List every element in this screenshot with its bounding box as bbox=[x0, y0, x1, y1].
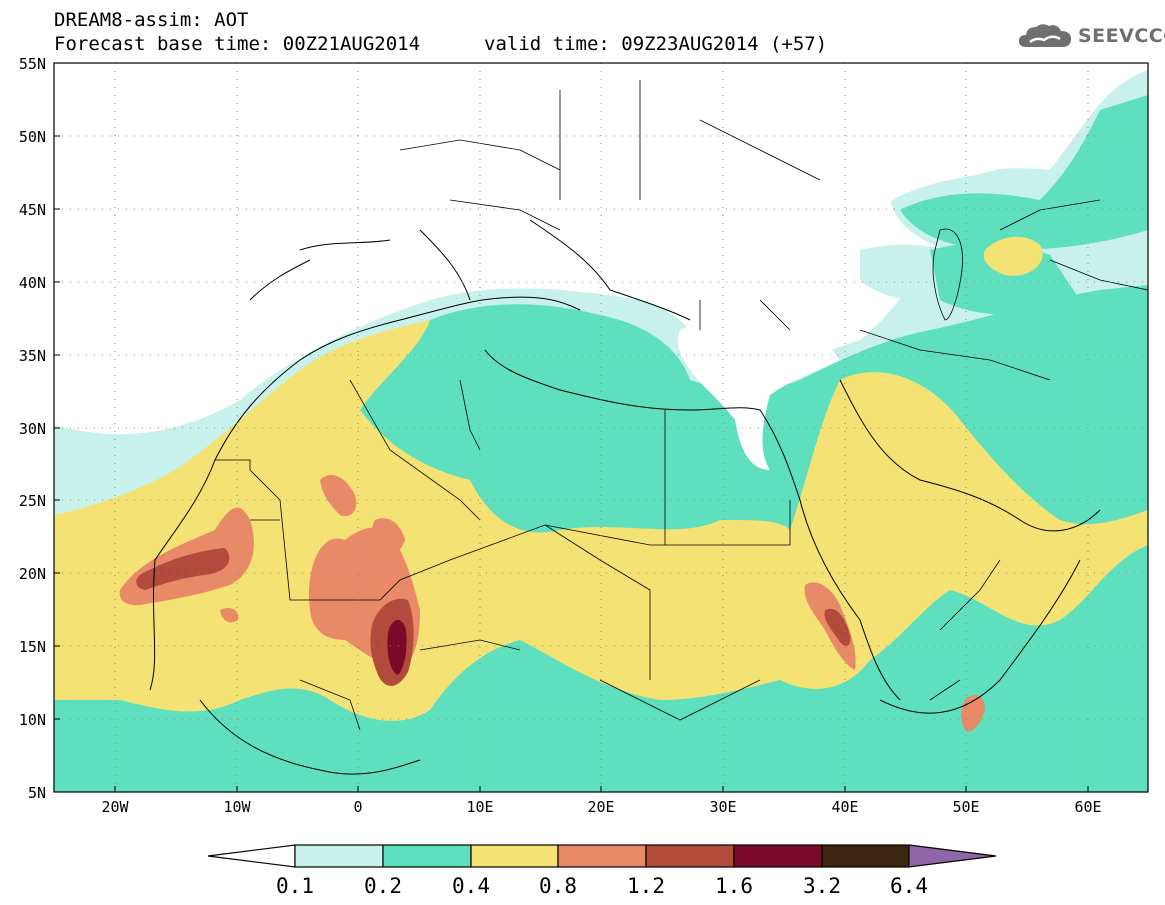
coastlines bbox=[149, 219, 1101, 775]
colorbar-segment bbox=[733, 844, 823, 868]
lon-label: 60E bbox=[1074, 798, 1101, 816]
lat-label: 55N bbox=[19, 55, 46, 73]
colorbar-label: 0.2 bbox=[364, 874, 402, 898]
colorbar-segment bbox=[470, 844, 559, 868]
colorbar-label: 0.4 bbox=[452, 874, 490, 898]
colorbar-under-triangle bbox=[207, 844, 296, 868]
cloud-icon bbox=[1019, 24, 1071, 47]
lat-label: 10N bbox=[19, 711, 46, 729]
valid-time: valid time: 09Z23AUG2014 (+57) bbox=[484, 33, 828, 55]
logo-text: SEEVCCC bbox=[1078, 25, 1165, 47]
lon-label: 50E bbox=[952, 798, 979, 816]
colorbar-segment bbox=[382, 844, 472, 868]
lat-label: 20N bbox=[19, 565, 46, 583]
colorbar-label: 0.1 bbox=[276, 874, 314, 898]
colorbar-segment bbox=[557, 844, 647, 868]
axis-ticks bbox=[54, 62, 1089, 793]
map-title: DREAM8-assim: AOT bbox=[54, 9, 249, 31]
colorbar-label: 1.2 bbox=[627, 874, 665, 898]
base-time: Forecast base time: 00Z21AUG2014 bbox=[54, 33, 421, 55]
lon-label: 30E bbox=[709, 798, 736, 816]
lon-label: 0 bbox=[353, 798, 362, 816]
lat-label: 30N bbox=[19, 420, 46, 438]
seevccc-logo: SEEVCCC bbox=[1018, 20, 1165, 52]
aot-field bbox=[54, 63, 1148, 792]
lat-label: 35N bbox=[19, 347, 46, 365]
lon-label: 40E bbox=[831, 798, 858, 816]
colorbar-label: 6.4 bbox=[890, 874, 928, 898]
lat-label: 45N bbox=[19, 201, 46, 219]
lat-label: 5N bbox=[28, 784, 46, 802]
colorbar: 0.1 0.2 0.4 0.8 1.2 1.6 3.2 6.4 bbox=[207, 844, 997, 898]
colorbar-label: 1.6 bbox=[715, 874, 753, 898]
lat-label: 50N bbox=[19, 128, 46, 146]
lon-label: 20E bbox=[587, 798, 614, 816]
colorbar-label: 0.8 bbox=[539, 874, 577, 898]
lon-label: 10W bbox=[223, 798, 251, 816]
colorbar-segment bbox=[821, 844, 910, 868]
colorbar-label: 3.2 bbox=[803, 874, 841, 898]
forecast-times: Forecast base time: 00Z21AUG2014 valid ti… bbox=[54, 33, 827, 55]
colorbar-over-triangle bbox=[908, 844, 997, 868]
lon-label: 20W bbox=[101, 798, 129, 816]
aot-below-threshold bbox=[54, 63, 1148, 470]
lon-label: 10E bbox=[466, 798, 493, 816]
lat-label: 15N bbox=[19, 638, 46, 656]
colorbar-segment bbox=[294, 844, 384, 868]
caspian-sea bbox=[932, 228, 963, 321]
aot-band-1.6 bbox=[387, 620, 407, 675]
latitude-labels: 55N 50N 45N 40N 35N 30N 25N 20N 15N 10N … bbox=[19, 55, 46, 802]
longitude-labels: 20W 10W 0 10E 20E 30E 40E 50E 60E bbox=[101, 798, 1101, 816]
lat-label: 40N bbox=[19, 274, 46, 292]
lat-label: 25N bbox=[19, 492, 46, 510]
colorbar-segment bbox=[645, 844, 735, 868]
country-borders bbox=[215, 80, 1148, 731]
